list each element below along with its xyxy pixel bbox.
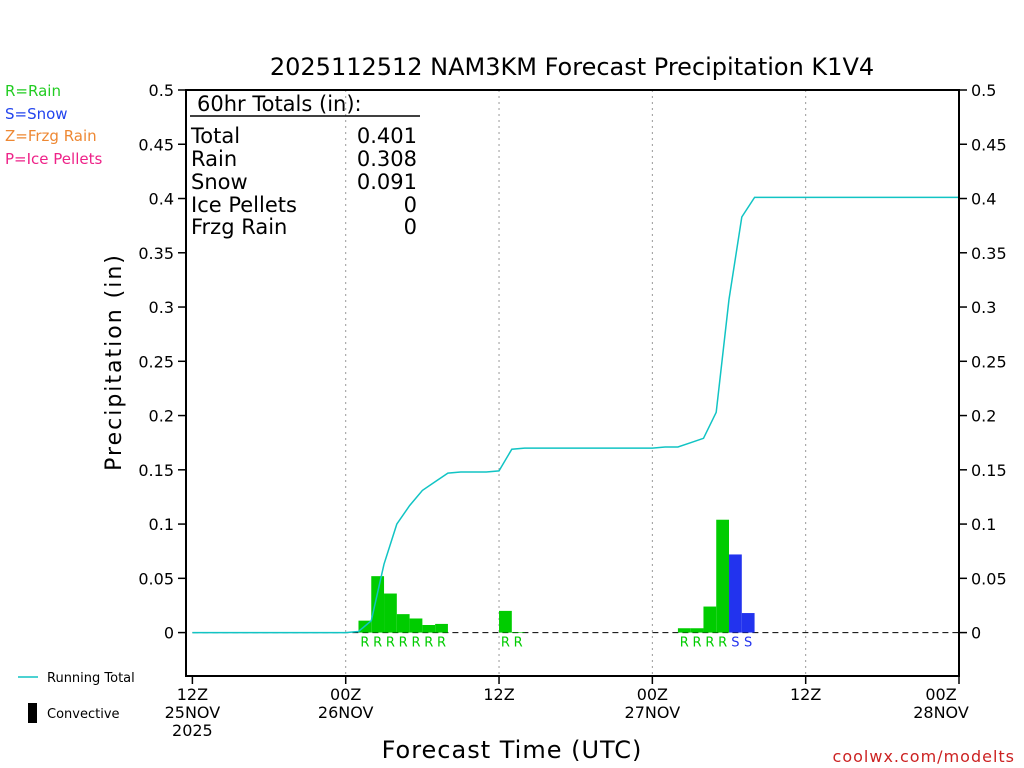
y-tick-label-right: 0.45 — [971, 135, 1007, 154]
y-tick-label-left: 0.25 — [138, 352, 174, 371]
precip-type-label: R — [705, 636, 714, 651]
totals-value-frzg-rain: 0 — [404, 215, 417, 239]
x-tick-label: 00Z — [925, 685, 956, 704]
running-total-line — [192, 196, 959, 634]
precip-type-label: S — [731, 636, 739, 651]
x-tick-label: 00Z — [330, 685, 361, 704]
totals-header: 60hr Totals (in): — [197, 92, 362, 116]
precip-type-label: R — [680, 636, 689, 651]
precip-bar — [409, 618, 423, 633]
precip-bar — [499, 610, 512, 633]
precip-bar — [729, 554, 742, 633]
y-tick-label-left: 0.15 — [138, 461, 174, 480]
totals-label-frzg-rain: Frzg Rain — [191, 215, 287, 239]
legend-ice-pellets: P=Ice Pellets — [5, 150, 102, 168]
totals-box: 60hr Totals (in): Total 0.401 Rain 0.308… — [190, 92, 420, 239]
totals-label-ice-pellets: Ice Pellets — [191, 193, 297, 217]
x-tick-label: 26NOV — [318, 703, 374, 722]
precip-type-label: R — [424, 636, 433, 651]
x-tick-label: 25NOV — [165, 703, 221, 722]
precip-type-label: R — [373, 636, 382, 651]
y-axis-ticks: 0 00.05 0.050.1 0.10.15 0.150.2 0.20.25 0.250.… — [138, 81, 1006, 643]
precip-type-label: R — [693, 636, 702, 651]
precip-bar — [371, 576, 385, 633]
y-tick-label-right: 0.1 — [971, 515, 996, 534]
x-tick-label: 27NOV — [625, 703, 681, 722]
precip-type-legend: R=Rain S=Snow Z=Frzg Rain P=Ice Pellets — [5, 82, 102, 168]
precip-bars — [358, 519, 755, 633]
x-axis-label: Forecast Time (UTC) — [382, 736, 643, 764]
precip-bar — [435, 623, 448, 633]
x-tick-label: 12Z — [177, 685, 208, 704]
precip-type-label: R — [386, 636, 395, 651]
credit-text: coolwx.com/modelts — [833, 747, 1015, 766]
totals-label-total: Total — [190, 124, 240, 148]
y-tick-label-right: 0.25 — [971, 352, 1007, 371]
totals-label-rain: Rain — [191, 147, 237, 171]
precip-type-label: R — [437, 636, 446, 651]
convective-legend-label: Convective — [47, 707, 120, 722]
chart-title: 2025112512 NAM3KM Forecast Precipitation… — [270, 53, 874, 81]
totals-value-rain: 0.308 — [357, 147, 417, 171]
y-tick-label-left: 0.5 — [149, 81, 174, 100]
y-tick-label-right: 0.15 — [971, 461, 1007, 480]
precip-bar — [677, 628, 691, 633]
y-tick-label-right: 0.35 — [971, 244, 1007, 263]
totals-value-total: 0.401 — [357, 124, 417, 148]
precip-bar — [511, 632, 525, 633]
y-tick-label-right: 0.4 — [971, 190, 996, 209]
plot-frame — [185, 89, 960, 677]
y-tick-label-right: 0.05 — [971, 569, 1007, 588]
legend-rain: R=Rain — [5, 82, 61, 100]
y-tick-label-left: 0.35 — [138, 244, 174, 263]
totals-value-snow: 0.091 — [357, 170, 417, 194]
totals-label-snow: Snow — [191, 170, 248, 194]
y-tick-label-right: 0.2 — [971, 407, 996, 426]
precip-type-label: R — [514, 636, 523, 651]
y-tick-label-left: 0.2 — [149, 407, 174, 426]
x-tick-label: 12Z — [790, 685, 821, 704]
y-tick-label-left: 0.3 — [149, 298, 174, 317]
precip-bar — [716, 519, 730, 633]
y-tick-label-right: 0 — [971, 624, 981, 643]
y-tick-label-left: 0.4 — [149, 190, 174, 209]
x-tick-label: 28NOV — [913, 703, 969, 722]
y-tick-label-left: 0.1 — [149, 515, 174, 534]
y-tick-label-left: 0 — [164, 624, 174, 643]
running-total-legend-label: Running Total — [47, 671, 135, 686]
precip-type-label: R — [399, 636, 408, 651]
precip-bar — [384, 593, 397, 633]
legend-snow: S=Snow — [5, 105, 68, 123]
precip-type-label: R — [411, 636, 420, 651]
precip-type-label: R — [718, 636, 727, 651]
precip-type-label: R — [360, 636, 369, 651]
bottom-legend: Running Total Convective — [18, 671, 135, 723]
legend-freezing-rain: Z=Frzg Rain — [5, 127, 97, 145]
x-tick-label: 2025 — [172, 721, 213, 740]
y-tick-label-left: 0.45 — [138, 135, 174, 154]
y-tick-label-right: 0.5 — [971, 81, 996, 100]
precip-type-label: S — [744, 636, 752, 651]
x-tick-label: 00Z — [637, 685, 668, 704]
totals-value-ice-pellets: 0 — [404, 193, 417, 217]
convective-swatch — [28, 703, 37, 723]
y-tick-label-right: 0.3 — [971, 298, 996, 317]
y-tick-label-left: 0.05 — [138, 569, 174, 588]
precip-bar — [741, 613, 755, 633]
x-tick-label: 12Z — [483, 685, 514, 704]
y-axis-label: Precipitation (in) — [102, 253, 127, 471]
precip-bar — [422, 624, 436, 633]
precip-bar — [690, 628, 704, 633]
precip-type-label: R — [501, 636, 510, 651]
precip-bar — [703, 606, 717, 633]
precip-bar — [396, 614, 410, 633]
gridlines — [345, 90, 807, 676]
